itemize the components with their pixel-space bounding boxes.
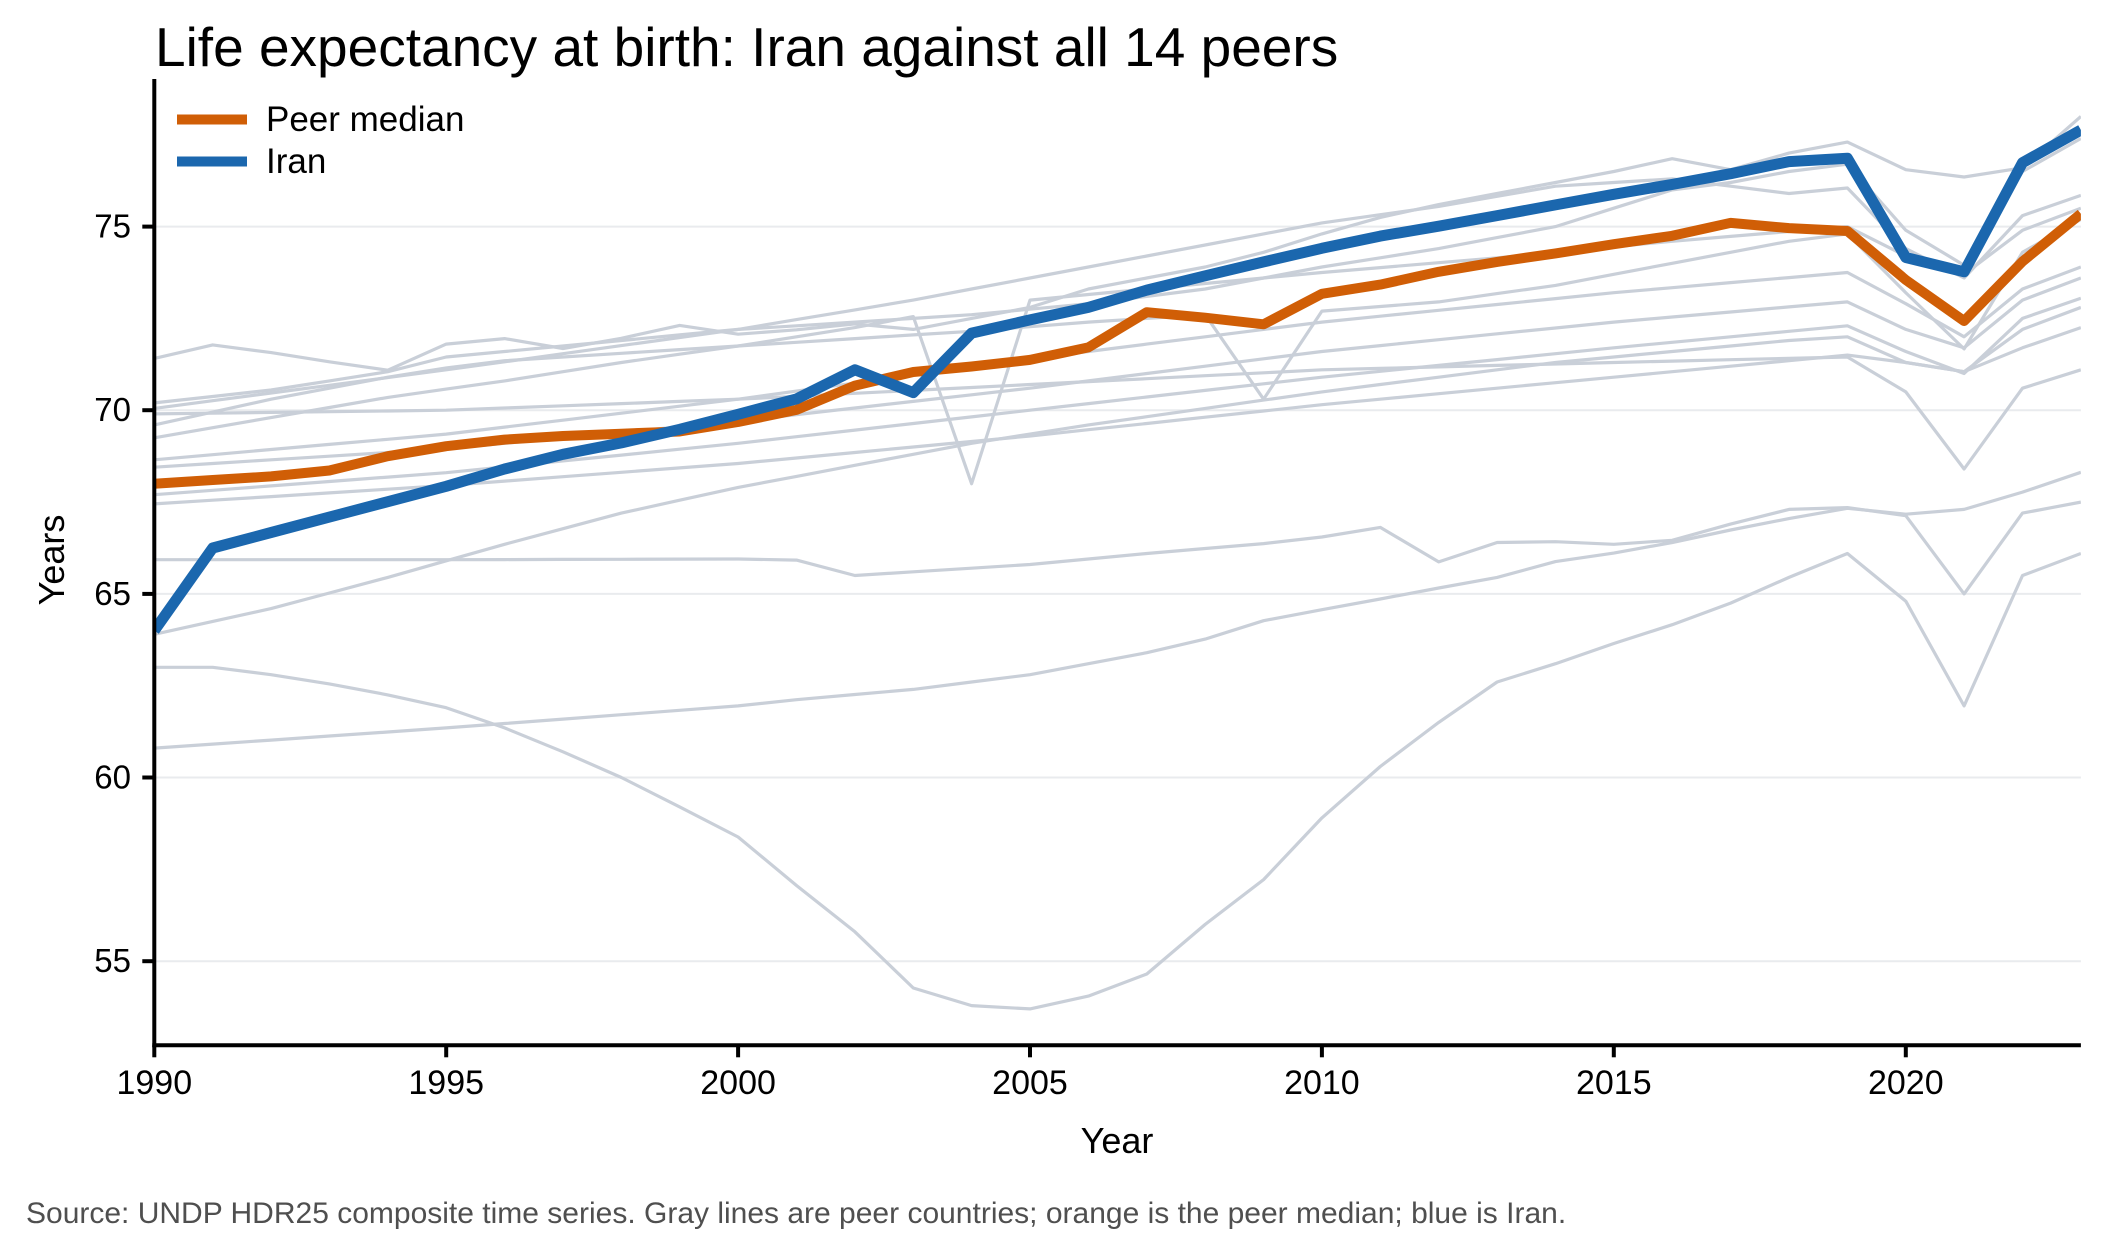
svg-text:Year: Year xyxy=(1081,1120,1154,1161)
svg-text:55: 55 xyxy=(94,942,131,979)
svg-text:2020: 2020 xyxy=(1868,1064,1944,1102)
svg-text:Source: UNDP HDR25 composite t: Source: UNDP HDR25 composite time series… xyxy=(26,1197,1566,1230)
svg-text:65: 65 xyxy=(94,575,131,612)
svg-text:Years: Years xyxy=(31,515,72,606)
svg-text:70: 70 xyxy=(94,391,131,428)
svg-text:Iran: Iran xyxy=(266,142,326,181)
svg-text:2015: 2015 xyxy=(1576,1064,1652,1102)
svg-text:75: 75 xyxy=(94,208,131,245)
svg-text:60: 60 xyxy=(94,759,131,796)
svg-text:Peer median: Peer median xyxy=(266,100,464,139)
svg-text:1995: 1995 xyxy=(408,1064,484,1102)
svg-text:Life expectancy at birth: Iran: Life expectancy at birth: Iran against a… xyxy=(155,16,1338,78)
svg-text:1990: 1990 xyxy=(116,1064,192,1102)
svg-text:2010: 2010 xyxy=(1284,1064,1360,1102)
svg-text:2005: 2005 xyxy=(992,1064,1068,1102)
svg-text:2000: 2000 xyxy=(700,1064,776,1102)
